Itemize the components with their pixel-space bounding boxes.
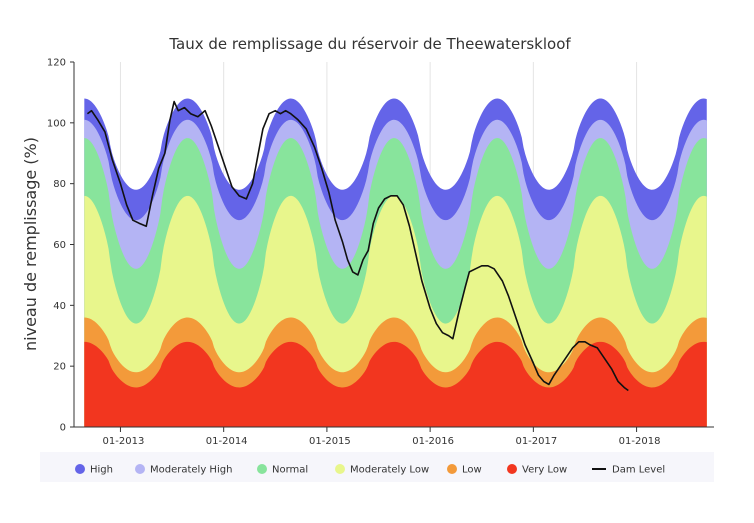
legend: High Moderately High Normal Moderately Low L… <box>75 464 665 476</box>
y-tick-label-3: 60 <box>53 240 66 251</box>
legend-item-very-low[interactable]: Very Low <box>507 464 567 476</box>
x-tick-label-5: 01-2018 <box>619 436 661 447</box>
legend-label: Very Low <box>522 465 567 476</box>
legend-circle-marker <box>257 464 267 474</box>
legend-circle-marker <box>75 464 85 474</box>
legend-circle-marker <box>447 464 457 474</box>
legend-item-high[interactable]: High <box>75 464 113 476</box>
y-axis-label: niveau de remplissage (%) <box>21 137 40 351</box>
y-tick-label-1: 20 <box>53 362 66 373</box>
band-moderately-low <box>84 195 707 427</box>
legend-label: Moderately High <box>150 465 232 476</box>
dam-level-series <box>86 100 629 392</box>
legend-circle-marker <box>335 464 345 474</box>
x-tick-label-0: 01-2013 <box>103 436 145 447</box>
legend-circle-marker <box>135 464 145 474</box>
x-tick-label-3: 01-2016 <box>412 436 454 447</box>
legend-label: High <box>90 465 113 476</box>
legend-item-low[interactable]: Low <box>447 464 482 476</box>
dam-level-line <box>86 100 629 392</box>
legend-item-moderately-low[interactable]: Moderately Low <box>335 464 429 476</box>
legend-background <box>40 452 714 482</box>
y-tick-label-6: 120 <box>47 58 66 69</box>
legend-item-normal[interactable]: Normal <box>257 464 308 476</box>
legend-circle-marker <box>507 464 517 474</box>
y-tick-labels: 0 20 40 60 80 100 120 <box>47 58 66 434</box>
legend-item-dam-level[interactable]: Dam Level <box>592 465 665 476</box>
axes <box>70 61 714 432</box>
legend-label: Dam Level <box>612 465 665 476</box>
y-tick-label-2: 40 <box>53 301 66 312</box>
y-tick-label-5: 100 <box>47 118 66 129</box>
x-tick-label-4: 01-2017 <box>515 436 557 447</box>
band-areas <box>84 98 707 428</box>
x-tick-label-1: 01-2014 <box>206 436 248 447</box>
legend-item-moderately-high[interactable]: Moderately High <box>135 464 232 476</box>
y-tick-label-4: 80 <box>53 179 66 190</box>
legend-label: Normal <box>272 465 308 476</box>
y-tick-label-0: 0 <box>60 423 66 434</box>
legend-label: Moderately Low <box>350 465 429 476</box>
x-tick-labels: 01-2013 01-2014 01-2015 01-2016 01-2017 01-20… <box>103 436 661 447</box>
band-very-low <box>84 341 707 427</box>
chart-title: Taux de remplissage du réservoir de Thee… <box>168 35 571 53</box>
legend-label: Low <box>462 465 482 476</box>
x-tick-label-2: 01-2015 <box>309 436 351 447</box>
